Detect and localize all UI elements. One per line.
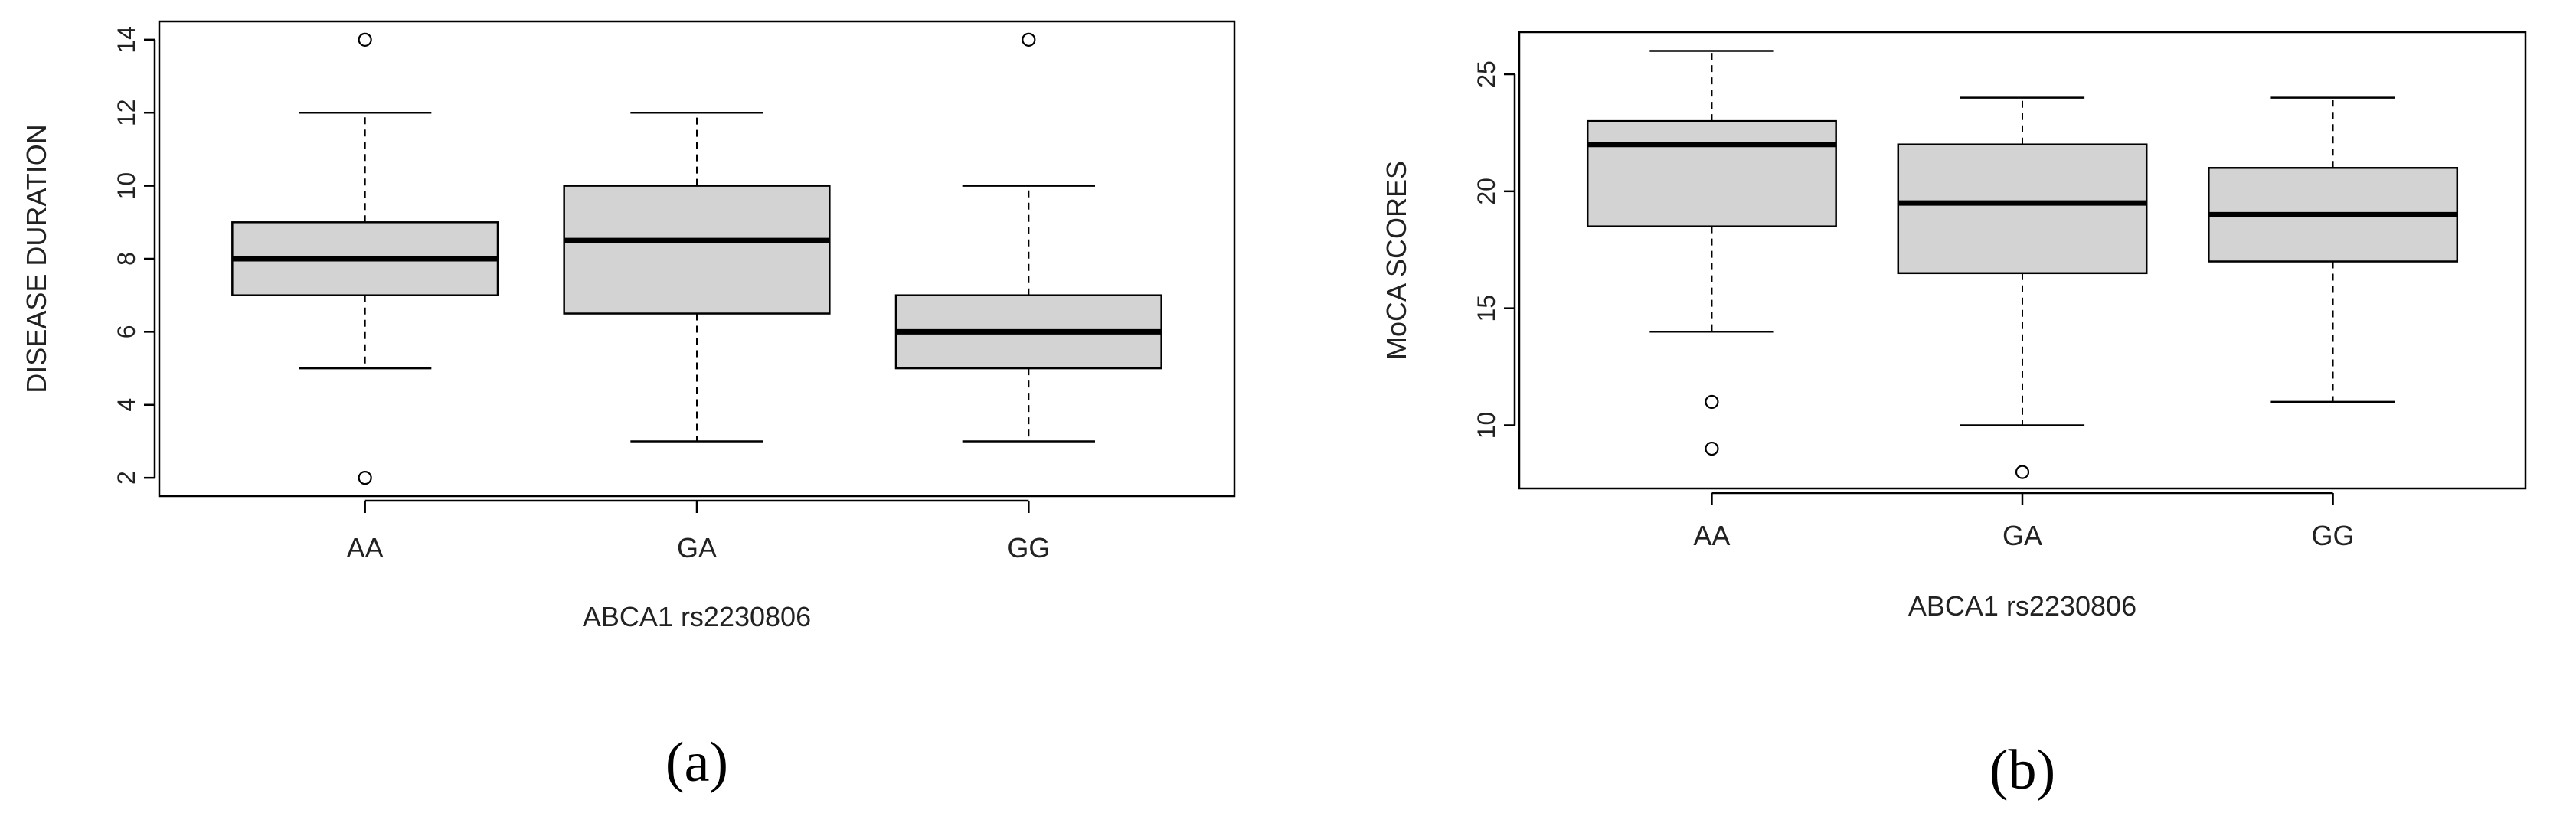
plot-frame <box>158 20 1236 498</box>
y-tick-label: 2 <box>113 471 140 485</box>
y-tick-label: 10 <box>113 172 140 200</box>
x-category-label: GG <box>1007 532 1050 563</box>
y-tick-label: 14 <box>113 26 140 54</box>
y-tick-label: 10 <box>1473 412 1500 439</box>
x-category-label: AA <box>1693 520 1730 551</box>
box-ga <box>1897 143 2148 275</box>
y-tick-label: 25 <box>1473 60 1500 88</box>
chart-panel-a: 2 4 6 8 10 12 14 AA GA GG ABCA1 rs2230806 DISEASE D… <box>21 20 1236 794</box>
outlier-point <box>358 471 372 485</box>
panel-label: (b) <box>1989 739 2055 802</box>
y-tick-label: 8 <box>113 252 140 266</box>
x-category-label: AA <box>347 532 384 563</box>
box-aa <box>1586 119 1837 227</box>
y-tick-label: 15 <box>1473 295 1500 322</box>
x-category-label: GA <box>2002 520 2042 551</box>
outlier-point <box>1705 394 1719 410</box>
y-tick-label: 6 <box>113 325 140 338</box>
y-axis-title: MoCA SCORES <box>1381 161 1412 360</box>
outlier-point <box>2015 465 2030 479</box>
outlier-point <box>1705 441 1719 456</box>
y-axis-title: DISEASE DURATION <box>21 124 52 393</box>
chart-panel-b: 10 15 20 25 AA GA GG ABCA1 rs2230806 MoCA SCORES… <box>1381 31 2527 802</box>
panel-label: (a) <box>665 731 728 794</box>
plot-frame <box>1518 31 2527 490</box>
outlier-point <box>1022 32 1036 47</box>
y-tick-label: 12 <box>113 99 140 126</box>
x-category-label: GG <box>2312 520 2355 551</box>
x-axis-title: ABCA1 rs2230806 <box>583 601 811 632</box>
y-tick-label: 4 <box>113 398 140 412</box>
outlier-point <box>358 32 372 47</box>
x-category-label: GA <box>677 532 717 563</box>
box-ga <box>563 185 831 315</box>
x-axis-title: ABCA1 rs2230806 <box>1908 590 2136 622</box>
y-tick-label: 20 <box>1473 178 1500 205</box>
